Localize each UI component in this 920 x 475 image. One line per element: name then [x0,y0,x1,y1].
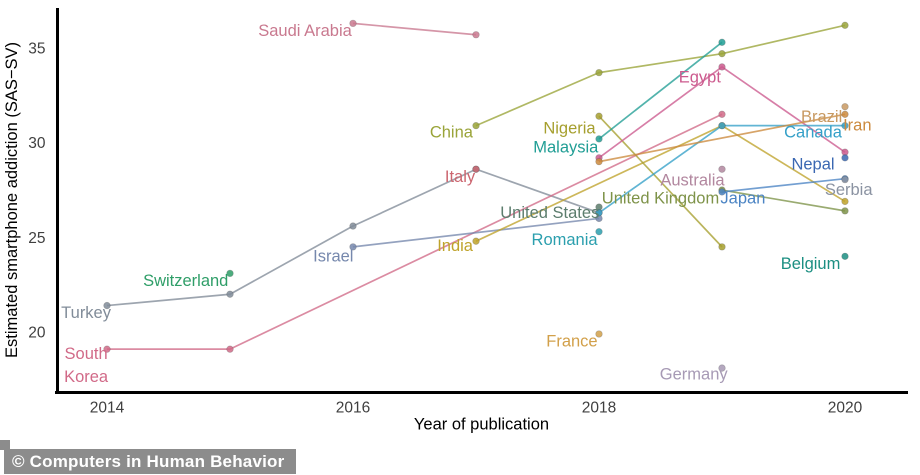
data-point-iran [595,157,603,166]
data-point-turkey [226,290,234,298]
country-label-china: China [430,123,474,141]
data-point-israel [349,243,357,251]
data-point-nigeria [595,112,603,120]
data-point-saudi-arabia [472,31,480,39]
x-axis-title: Year of publication [414,416,549,434]
x-tick-label-2020: 2020 [828,400,863,417]
country-label-india: India [437,237,474,255]
series-line-malaysia [598,41,723,140]
data-point-turkey [103,301,111,310]
watermark-journal: © Computers in Human Behavior [4,449,297,474]
data-point-germany [718,364,726,372]
series-line-israel [352,217,600,248]
data-point-malaysia [595,135,603,143]
country-label-south-korea: South Korea [64,345,109,386]
data-point-india [841,197,849,206]
country-label-israel: Israel [313,247,353,265]
y-tick-label-20: 20 [28,325,46,342]
data-point-canada [718,122,726,130]
country-label-iran: Iran [843,117,871,135]
series-line-iran [598,113,846,163]
data-point-india [472,237,480,245]
data-point-brazil [841,103,849,111]
x-tick-label-2016: 2016 [336,400,370,417]
data-point-nepal [841,154,849,162]
y-axis-title: Estimated smartphone addiction (SAS−SV) [3,42,21,358]
country-label-romania: Romania [532,231,599,249]
data-point-china [595,68,603,77]
x-tick-label-2014: 2014 [90,400,125,417]
series-line-nigeria [598,115,723,248]
country-label-malaysia: Malaysia [533,138,599,156]
data-point-belgium [841,252,849,260]
country-label-serbia: Serbia [825,181,874,199]
data-point-australia [718,165,726,173]
data-point-canada [595,209,603,217]
data-point-france [595,330,603,338]
data-point-switzerland [226,269,234,278]
country-label-united-states: United States [500,204,599,222]
data-point-south-korea [103,345,111,353]
data-point-saudi-arabia [349,19,357,28]
country-label-united-kingdom: United Kingdom [602,190,719,208]
country-label-germany: Germany [660,366,729,384]
data-point-serbia [841,175,849,184]
data-point-japan [718,188,726,196]
country-label-nepal: Nepal [791,155,834,173]
country-label-canada: Canada [784,123,843,141]
data-point-china [472,122,480,130]
data-point-nigeria [718,243,726,251]
country-label-italy: Italy [445,168,476,186]
country-label-brazil: Brazil [801,108,842,126]
data-point-south-korea [226,345,234,353]
country-label-nigeria: Nigeria [543,119,596,137]
watermark-notch [0,440,10,450]
y-tick-label-25: 25 [28,230,45,247]
watermark-text: © Computers in Human Behavior [12,452,285,471]
country-label-egypt: Egypt [679,68,722,86]
series-line-china [475,24,846,127]
data-point-canada [841,122,849,130]
y-tick-label-30: 30 [28,135,46,152]
data-point-italy [472,165,480,173]
data-point-south-korea [718,110,726,118]
data-point-romania [595,228,603,236]
country-label-turkey: Turkey [61,304,112,322]
country-label-belgium: Belgium [781,255,841,273]
country-label-japan: Japan [720,190,765,208]
data-point-malaysia [718,38,726,46]
country-label-switzerland: Switzerland [143,272,228,290]
y-tick-label-35: 35 [28,41,45,58]
data-point-iran [841,110,849,118]
series-line-united-kingdom [721,189,846,212]
country-label-saudi-arabia: Saudi Arabia [258,22,352,40]
series-line-saudi-arabia [352,22,477,36]
country-label-france: France [546,333,597,351]
data-point-china [718,50,726,58]
data-point-turkey [349,222,357,230]
country-label-australia: Australia [660,172,725,190]
data-point-united-kingdom [841,207,849,215]
x-tick-label-2018: 2018 [582,400,616,417]
data-point-china [841,21,849,29]
data-point-egypt [718,63,726,71]
series-line-japan [721,177,846,193]
